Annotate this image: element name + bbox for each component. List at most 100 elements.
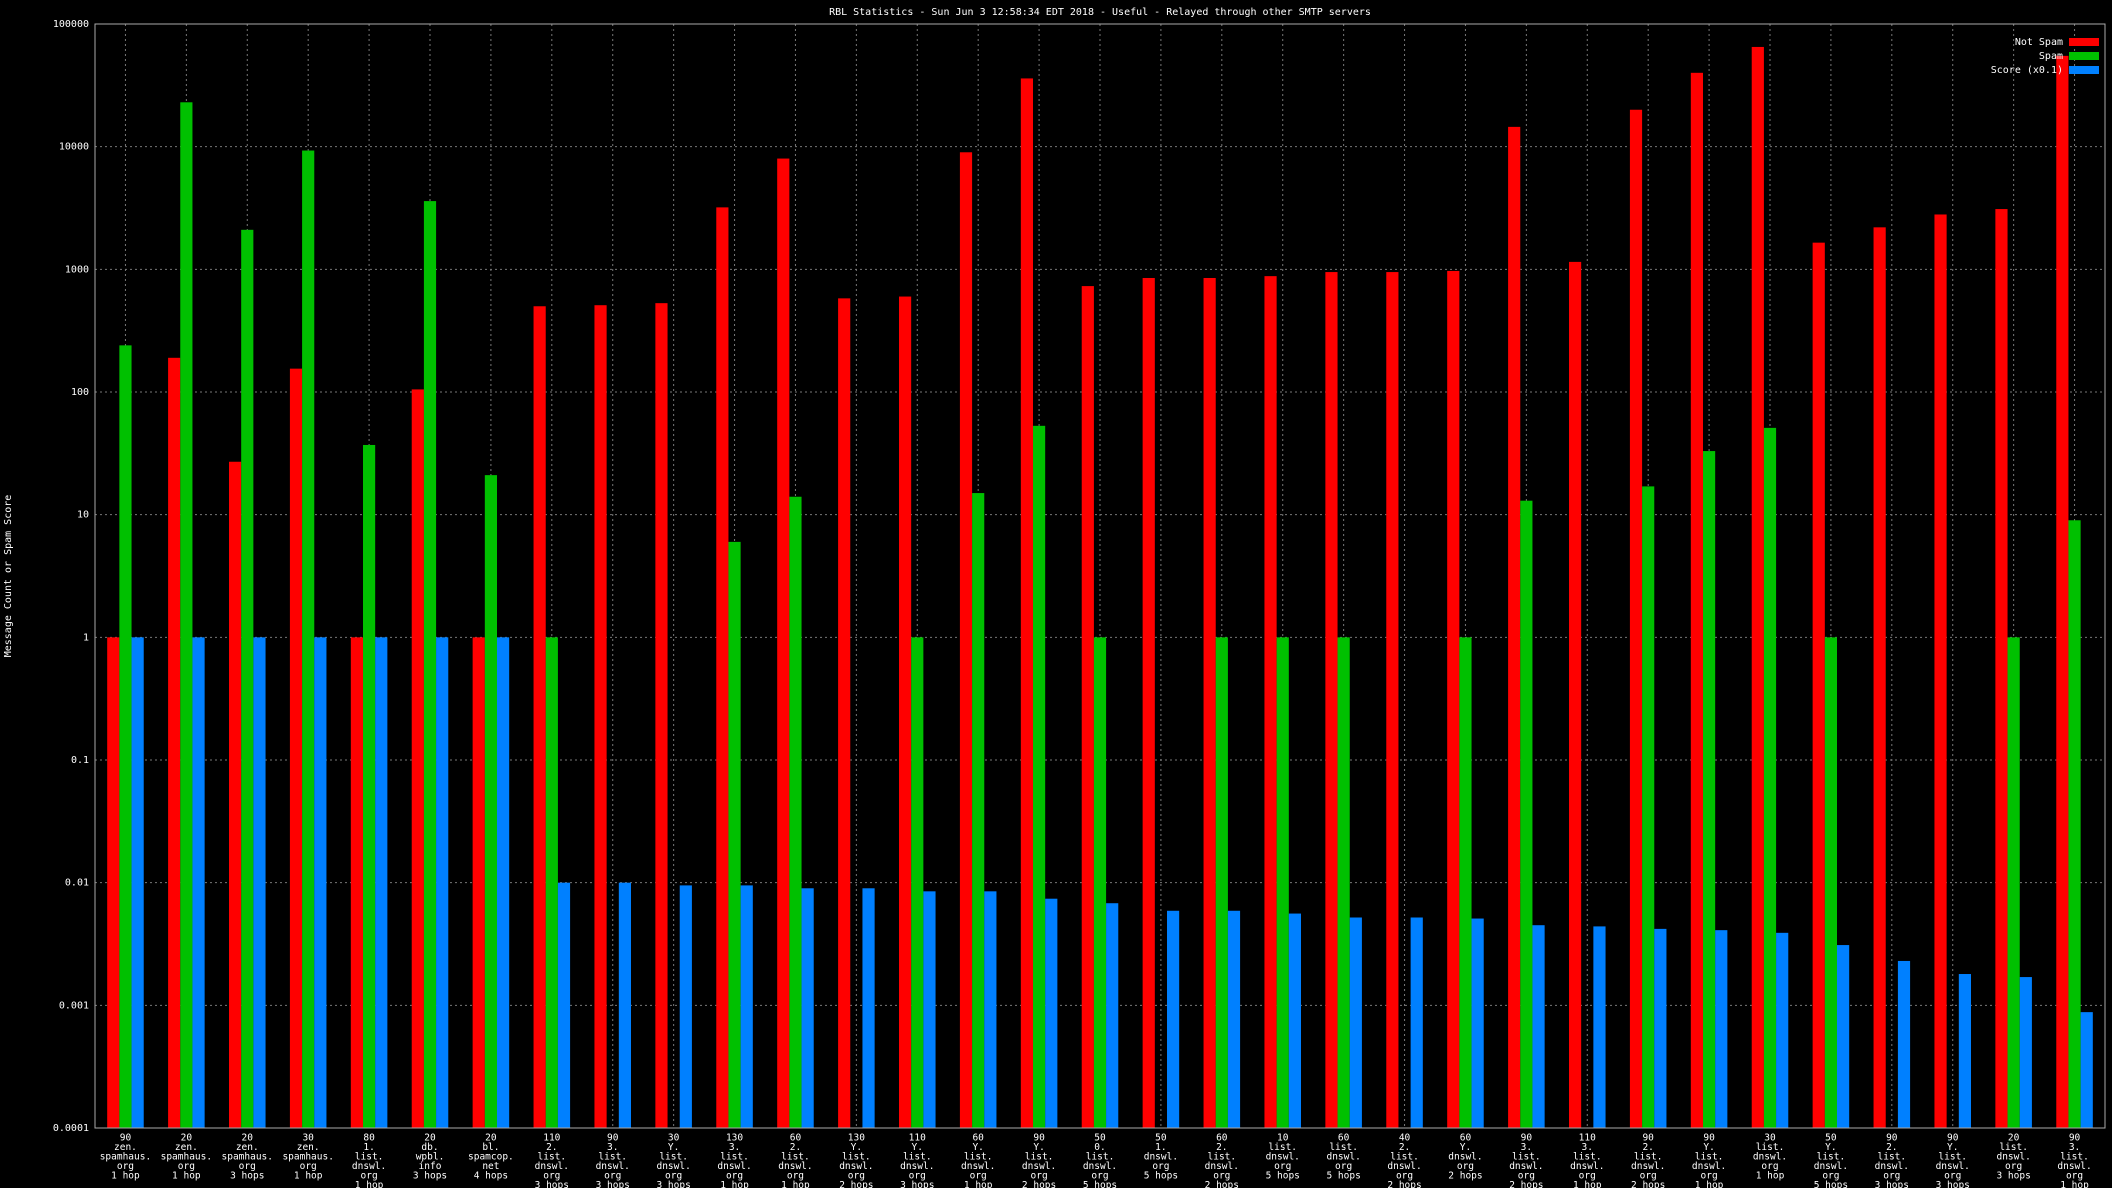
- bar: [302, 150, 315, 1128]
- x-tick-label: 60: [972, 1133, 984, 1144]
- legend-label: Not Spam: [2015, 37, 2063, 48]
- bar: [728, 541, 741, 1128]
- x-tick-label: list.: [355, 1152, 384, 1163]
- x-tick-label: 90: [1642, 1133, 1654, 1144]
- bar: [1532, 925, 1545, 1128]
- bar: [1593, 926, 1606, 1128]
- bar: [1386, 272, 1399, 1128]
- x-tick-label: list.: [1695, 1152, 1724, 1163]
- bar: [679, 885, 692, 1128]
- x-tick-label: 30: [302, 1133, 314, 1144]
- bar: [241, 229, 254, 1129]
- bar: [1471, 918, 1484, 1128]
- x-tick-label: list.: [1208, 1152, 1237, 1163]
- x-tick-label: Y.: [1703, 1142, 1714, 1153]
- x-tick-label: dnswl.: [1936, 1161, 1970, 1172]
- bar: [1106, 903, 1119, 1128]
- bar: [472, 637, 485, 1128]
- bar: [911, 637, 924, 1128]
- x-tick-label: 60: [1338, 1133, 1350, 1144]
- y-tick-label: 0.01: [65, 878, 89, 889]
- bar: [1081, 286, 1094, 1128]
- x-tick-label: 1 hop: [1695, 1180, 1724, 1188]
- bar: [1703, 451, 1716, 1129]
- x-tick-label: 4 hops: [474, 1171, 508, 1182]
- x-tick-label: info: [419, 1161, 442, 1172]
- x-tick-label: dnswl.: [1083, 1161, 1117, 1172]
- x-tick-label: 1 hop: [111, 1171, 140, 1182]
- x-tick-label: 90: [120, 1133, 132, 1144]
- x-tick-label: zen.: [297, 1142, 320, 1153]
- x-tick-label: 2 hops: [839, 1180, 873, 1188]
- x-tick-label: list.: [598, 1152, 627, 1163]
- bar: [1569, 261, 1582, 1129]
- x-tick-label: dnswl.: [596, 1161, 630, 1172]
- x-tick-label: 1 hop: [781, 1180, 810, 1188]
- x-tick-label: org: [1579, 1171, 1596, 1182]
- x-tick-label: 60: [790, 1133, 802, 1144]
- x-tick-label: spamcop.: [468, 1152, 514, 1163]
- bar: [1337, 637, 1350, 1128]
- bar: [1690, 72, 1703, 1129]
- bar: [1203, 277, 1216, 1128]
- x-tick-label: 1 hop: [720, 1180, 749, 1188]
- x-tick-label: 3 hops: [1936, 1180, 1970, 1188]
- x-tick-label: org: [665, 1171, 682, 1182]
- x-tick-label: 2 hops: [1509, 1180, 1543, 1188]
- x-tick-label: dnswl.: [1875, 1161, 1909, 1172]
- bar: [801, 888, 814, 1128]
- bar: [1934, 214, 1947, 1129]
- x-tick-label: org: [1213, 1171, 1230, 1182]
- x-tick-label: 3 hops: [230, 1171, 264, 1182]
- x-tick-label: org: [1335, 1161, 1352, 1172]
- x-tick-label: list.: [1817, 1152, 1846, 1163]
- x-tick-label: org: [1640, 1171, 1657, 1182]
- x-tick-label: dnswl.: [1509, 1161, 1543, 1172]
- x-tick-label: 3.: [1582, 1142, 1593, 1153]
- bar: [1288, 913, 1301, 1128]
- x-tick-label: 80: [363, 1133, 375, 1144]
- x-tick-label: 90: [1703, 1133, 1715, 1144]
- bar: [1812, 242, 1825, 1129]
- y-tick-label: 10000: [59, 142, 89, 153]
- y-tick-label: 100000: [53, 19, 89, 30]
- x-tick-label: zen.: [236, 1142, 259, 1153]
- x-tick-label: org: [361, 1171, 378, 1182]
- x-tick-label: db.: [421, 1142, 438, 1153]
- bar: [1349, 917, 1362, 1128]
- x-tick-label: 5 hops: [1326, 1171, 1360, 1182]
- bar: [899, 296, 912, 1129]
- bar: [411, 389, 424, 1129]
- bar: [436, 637, 449, 1128]
- x-tick-label: 1.: [363, 1142, 374, 1153]
- x-tick-label: 110: [909, 1133, 926, 1144]
- x-tick-label: 20: [242, 1133, 254, 1144]
- bar: [1776, 932, 1789, 1128]
- bar: [2056, 55, 2069, 1128]
- x-tick-label: list.: [1878, 1152, 1907, 1163]
- y-axis-label: Message Count or Spam Score: [3, 495, 14, 658]
- bar: [1837, 945, 1850, 1128]
- bar: [1459, 637, 1472, 1128]
- x-tick-label: list.: [1634, 1152, 1663, 1163]
- x-tick-label: org: [178, 1161, 195, 1172]
- y-tick-label: 100: [71, 387, 89, 398]
- bar: [1447, 270, 1460, 1128]
- x-tick-label: list.: [1329, 1142, 1358, 1153]
- x-tick-label: 130: [848, 1133, 865, 1144]
- bar: [1715, 930, 1728, 1128]
- bar: [1824, 637, 1837, 1128]
- legend-swatch: [2069, 66, 2099, 74]
- x-tick-label: 50: [1094, 1133, 1106, 1144]
- x-tick-label: 90: [1033, 1133, 1045, 1144]
- x-tick-label: dnswl.: [839, 1161, 873, 1172]
- x-tick-label: 40: [1399, 1133, 1411, 1144]
- x-tick-label: org: [239, 1161, 256, 1172]
- x-tick-label: org: [1152, 1161, 1169, 1172]
- x-tick-label: 2.: [1399, 1142, 1410, 1153]
- bar: [131, 637, 144, 1128]
- bar: [107, 637, 120, 1128]
- x-tick-label: dnswl.: [1814, 1161, 1848, 1172]
- bar: [1520, 500, 1533, 1129]
